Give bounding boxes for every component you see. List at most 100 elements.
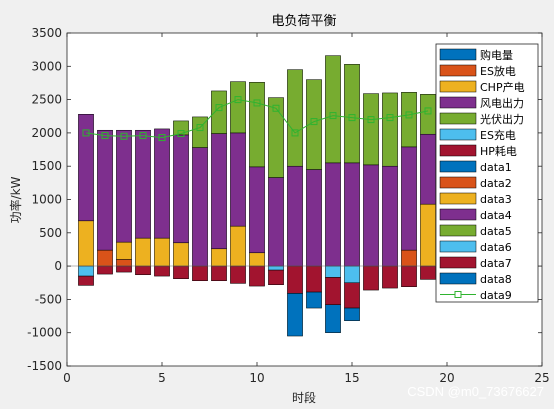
- x-tick-label: 15: [344, 371, 359, 385]
- bar-光伏出力: [344, 64, 360, 164]
- y-tick-label: 2000: [31, 126, 62, 140]
- bar-data8: [325, 304, 341, 333]
- legend-swatch-风电出力: [439, 96, 477, 109]
- legend-swatch-购电量: [439, 48, 477, 61]
- bar-风电出力: [154, 128, 170, 239]
- line-point: [424, 107, 432, 115]
- bar-风电出力: [306, 169, 322, 267]
- legend-label: data5: [480, 225, 512, 238]
- line-point: [386, 114, 394, 122]
- bar-风电出力: [382, 165, 398, 267]
- bar-ES充电: [78, 265, 94, 277]
- bar-ES充电: [268, 265, 284, 271]
- bar-HP耗电: [268, 269, 284, 285]
- legend-swatch-data8: [439, 272, 477, 285]
- legend-label: ES放电: [480, 64, 516, 78]
- legend-label: 光伏出力: [480, 112, 524, 126]
- legend-swatch-data7: [439, 256, 477, 269]
- line-point: [367, 116, 375, 124]
- bar-HP耗电: [287, 265, 303, 294]
- legend-label: data8: [480, 273, 512, 286]
- y-tick-label: 1000: [31, 193, 62, 207]
- bar-风电出力: [344, 162, 360, 267]
- bar-风电出力: [173, 134, 189, 244]
- bar-风电出力: [420, 133, 436, 205]
- bar-风电出力: [135, 129, 151, 239]
- bar-风电出力: [78, 114, 94, 222]
- bar-HP耗电: [420, 265, 436, 280]
- bar-HP耗电: [154, 265, 170, 277]
- bar-CHP产电: [249, 252, 265, 267]
- y-tick-label: 2500: [31, 93, 62, 107]
- bar-风电出力: [363, 164, 379, 267]
- bar-CHP产电: [173, 242, 189, 267]
- bar-HP耗电: [230, 265, 246, 284]
- bar-CHP产电: [230, 225, 246, 267]
- bar-HP耗电: [78, 275, 94, 286]
- line-point: [215, 104, 223, 112]
- chart-title: 电负荷平衡: [271, 14, 336, 29]
- bar-风电出力: [401, 146, 417, 251]
- line-point: [177, 130, 185, 138]
- legend-swatch-data6: [439, 240, 477, 253]
- line-point: [234, 96, 242, 104]
- legend-swatch-HP耗电: [439, 144, 477, 157]
- bar-光伏出力: [363, 93, 379, 166]
- bar-光伏出力: [249, 82, 265, 168]
- bar-风电出力: [287, 165, 303, 267]
- bar-CHP产电: [211, 248, 227, 267]
- line-point: [253, 99, 261, 107]
- bars-layer: [78, 55, 436, 337]
- bar-风电出力: [211, 133, 227, 250]
- legend-label: data1: [480, 161, 512, 174]
- y-tick-label: 500: [39, 226, 62, 240]
- bar-data8: [287, 293, 303, 337]
- line-point: [348, 114, 356, 122]
- bar-风电出力: [192, 147, 208, 267]
- bar-光伏出力: [268, 97, 284, 178]
- bar-HP耗电: [306, 265, 322, 293]
- line-point: [310, 118, 318, 126]
- line-point: [272, 104, 280, 112]
- bar-HP耗电: [363, 265, 379, 291]
- legend-label: HP耗电: [480, 145, 517, 158]
- watermark-text: CSDN @m0_73676627: [407, 384, 544, 399]
- legend-label: data4: [480, 209, 512, 222]
- legend-label: CHP产电: [480, 80, 525, 94]
- legend-swatch-光伏出力: [439, 112, 477, 125]
- legend-label: data2: [480, 177, 512, 190]
- bar-CHP产电: [135, 237, 151, 267]
- legend-marker: [454, 291, 462, 298]
- bar-HP耗电: [344, 282, 360, 309]
- x-axis-label: 时段: [292, 390, 316, 405]
- bar-HP耗电: [211, 265, 227, 282]
- y-tick-label: 0: [54, 259, 62, 273]
- x-tick-label: 0: [63, 371, 71, 385]
- bar-data8: [344, 307, 360, 321]
- bar-HP耗电: [116, 265, 132, 273]
- bar-data8: [306, 291, 322, 309]
- ticks-layer: 0 5 10 15 20 25 -1500 -1000 -500 0 500 1000 1500 2000…: [27, 26, 550, 385]
- line-point: [405, 111, 413, 119]
- legend-label: data7: [480, 257, 512, 270]
- bar-HP耗电: [325, 277, 341, 305]
- y-tick-label: 1500: [31, 159, 62, 173]
- y-tick-label: -500: [35, 292, 62, 306]
- bar-风电出力: [268, 177, 284, 267]
- y-tick-label: 3000: [31, 59, 62, 73]
- line-point: [291, 129, 299, 137]
- bar-CHP产电: [116, 241, 132, 260]
- legend-swatch-data1: [439, 160, 477, 173]
- bar-光伏出力: [287, 69, 303, 167]
- bar-光伏出力: [382, 92, 398, 167]
- x-tick-label: 20: [439, 371, 454, 385]
- bar-风电出力: [116, 129, 132, 243]
- bar-HP耗电: [97, 265, 113, 275]
- bar-ES充电: [344, 265, 360, 284]
- y-axis-label: 功率/kW: [8, 176, 23, 223]
- bar-HP耗电: [192, 265, 208, 282]
- legend-label: data6: [480, 241, 512, 254]
- y-tick-label: 3500: [31, 26, 62, 40]
